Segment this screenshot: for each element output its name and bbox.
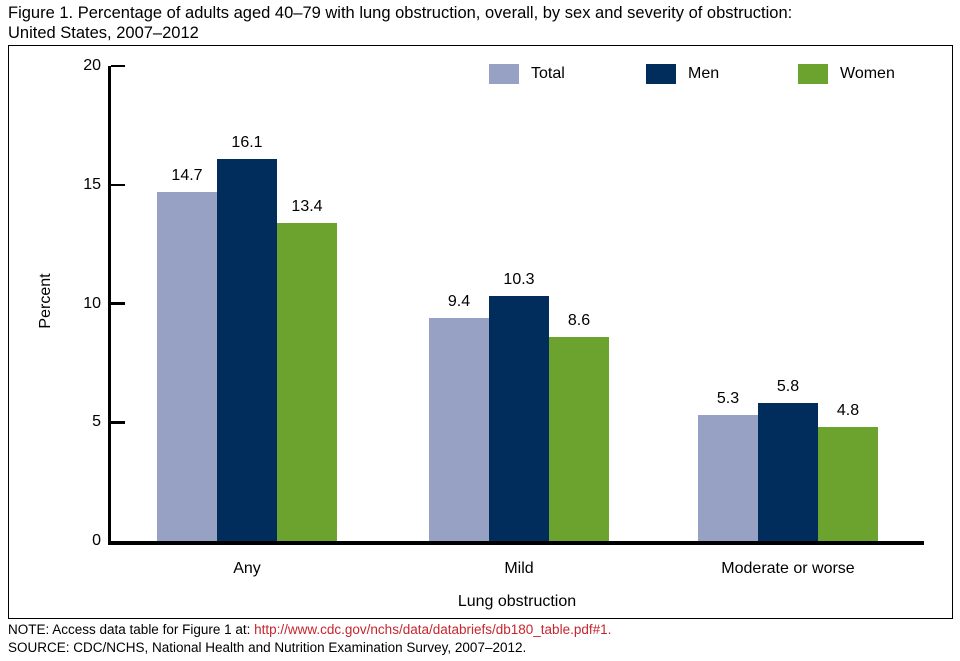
bar-men-2: [758, 403, 818, 541]
figure-notes: NOTE: Access data table for Figure 1 at:…: [8, 621, 952, 657]
y-axis-tick: [111, 421, 125, 424]
bar-value-label: 16.1: [231, 133, 263, 151]
bar-women-1: [549, 336, 609, 541]
legend-swatch-men: [646, 64, 676, 84]
bar-value-label: 4.8: [836, 402, 860, 419]
bar-value-label: 14.7: [171, 166, 203, 184]
note-text: NOTE: Access data table for Figure 1 at:: [8, 622, 255, 637]
y-axis-tick-label: 5: [92, 413, 101, 431]
chart-frame: Total Men Women Percent Lung obstruction…: [8, 45, 953, 619]
x-category-label: Moderate or worse: [721, 560, 855, 577]
legend-swatch-total: [489, 64, 519, 84]
legend-swatch-women: [798, 64, 828, 84]
legend-item-men: Men: [646, 64, 719, 84]
y-axis-tick-label: 10: [83, 294, 101, 312]
bar-value-label: 5.3: [716, 390, 740, 408]
legend-label-men: Men: [688, 65, 720, 82]
y-axis-tick: [111, 183, 125, 186]
bar-value-label: 10.3: [503, 271, 535, 289]
x-axis-title: Lung obstruction: [457, 593, 577, 610]
note-link[interactable]: http://www.cdc.gov/nchs/data/databriefs/…: [254, 622, 612, 637]
bar-women-0: [277, 222, 337, 541]
bar-men-1: [489, 296, 549, 541]
bar-men-0: [217, 158, 277, 541]
note-line: NOTE: Access data table for Figure 1 at:…: [8, 621, 952, 639]
y-axis-tick-label: 0: [92, 532, 101, 549]
legend-item-total: Total: [489, 64, 565, 84]
bar-total-2: [698, 415, 758, 541]
legend-item-women: Women: [798, 64, 895, 84]
bar-value-label: 5.8: [776, 378, 800, 396]
y-axis-tick: [111, 64, 125, 68]
figure-title: Figure 1. Percentage of adults aged 40–7…: [8, 4, 793, 42]
y-axis-tick: [111, 302, 125, 305]
source-text: SOURCE: CDC/NCHS, National Health and Nu…: [8, 640, 527, 655]
legend-label-women: Women: [840, 65, 895, 82]
x-category-label: Mild: [504, 560, 534, 577]
y-axis-tick-label: 20: [83, 57, 101, 74]
bar-total-1: [429, 317, 489, 541]
y-axis-tick-label: 15: [83, 175, 101, 193]
bar-value-label: 8.6: [567, 311, 591, 329]
bar-women-2: [818, 427, 878, 541]
bar-value-label: 9.4: [447, 292, 471, 310]
x-category-label: Any: [233, 560, 261, 577]
legend-label-total: Total: [531, 65, 565, 82]
bar-value-label: 13.4: [291, 197, 323, 215]
x-axis-line: [108, 541, 924, 545]
y-axis-line: [108, 66, 111, 545]
bar-total-0: [157, 191, 217, 541]
